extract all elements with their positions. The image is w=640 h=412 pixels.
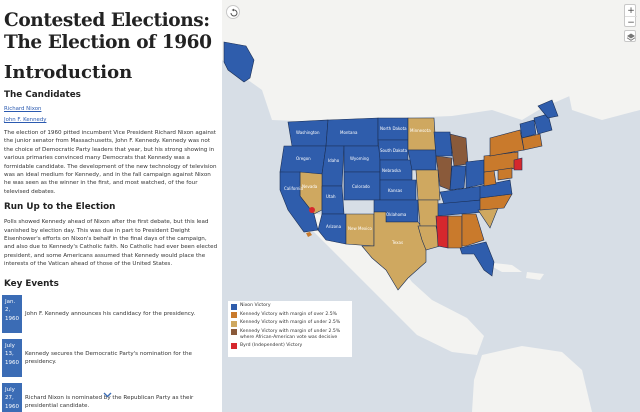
candidates-paragraph: The election of 1960 pitted incumbent Vi…: [4, 130, 217, 195]
event-text: Kennedy secures the Democratic Party's n…: [25, 350, 192, 365]
nixon-link[interactable]: Richard Nixon: [4, 106, 42, 112]
svg-text:Colorado: Colorado: [352, 184, 370, 189]
svg-text:Kansas: Kansas: [388, 188, 402, 193]
svg-text:North Dakota: North Dakota: [380, 126, 407, 131]
svg-text:Minnesota: Minnesota: [410, 128, 431, 133]
list-item[interactable]: July 13, 1960 Kennedy secures the Democr…: [2, 338, 222, 377]
svg-text:Arizona: Arizona: [326, 224, 342, 229]
runup-paragraph: Polls showed Kennedy ahead of Nixon afte…: [4, 219, 218, 268]
legend-swatch: [231, 343, 237, 349]
legend-item: Nixon Victory: [231, 303, 349, 310]
zoom-controls: + −: [624, 4, 637, 28]
reset-view-button[interactable]: [226, 5, 240, 19]
list-item[interactable]: July 27, 1960 Richard Nixon is nominated…: [2, 382, 222, 412]
sidebar: Contested Elections: The Election of 196…: [0, 0, 222, 412]
event-text: John F. Kennedy announces his candidacy …: [25, 310, 196, 317]
svg-text:Montana: Montana: [340, 130, 358, 135]
event-date: July 27, 1960: [2, 382, 22, 412]
svg-text:Texas: Texas: [391, 240, 403, 245]
key-events-list: Jan. 2, 1960 John F. Kennedy announces h…: [2, 294, 222, 412]
state-labels: Washington Montana North Dakota Minnesot…: [284, 126, 431, 245]
legend-swatch: [231, 329, 237, 335]
refresh-icon: [230, 8, 237, 16]
event-date: Jan. 2, 1960: [2, 294, 22, 333]
page-title: Contested Elections: The Election of 196…: [4, 10, 212, 53]
key-events-heading: Key Events: [4, 278, 59, 289]
svg-text:New Mexico: New Mexico: [348, 226, 373, 231]
layers-button[interactable]: [624, 30, 636, 42]
map-canvas: Washington Montana North Dakota Minnesot…: [222, 0, 640, 412]
svg-text:South Dakota: South Dakota: [380, 148, 408, 153]
legend-swatch: [231, 312, 237, 318]
legend-swatch: [231, 320, 237, 327]
event-date: July 13, 1960: [2, 338, 22, 377]
candidates-heading: The Candidates: [4, 90, 81, 100]
svg-text:Oregon: Oregon: [296, 156, 311, 161]
zoom-out-button[interactable]: −: [625, 16, 637, 28]
map-view[interactable]: Washington Montana North Dakota Minnesot…: [222, 0, 640, 412]
list-item[interactable]: Jan. 2, 1960 John F. Kennedy announces h…: [2, 294, 222, 333]
intro-heading: Introduction: [4, 62, 133, 83]
legend-item: Kennedy Victory with margin of under 2.5…: [231, 320, 349, 327]
svg-text:Wyoming: Wyoming: [350, 156, 369, 161]
legend-item: Kennedy Victory with margin of over 2.5%: [231, 312, 349, 318]
svg-text:Idaho: Idaho: [328, 158, 340, 163]
chevron-down-icon[interactable]: [103, 392, 112, 398]
svg-text:Utah: Utah: [326, 194, 336, 199]
zoom-in-button[interactable]: +: [627, 5, 635, 16]
event-text: Richard Nixon is nominated by the Republ…: [25, 394, 194, 409]
svg-text:Nebraska: Nebraska: [382, 168, 401, 173]
layers-icon: [626, 33, 635, 41]
map-legend: Nixon Victory Kennedy Victory with margi…: [228, 301, 352, 357]
legend-swatch: [231, 303, 237, 310]
svg-text:Nevada: Nevada: [302, 184, 318, 189]
legend-item: Byrd (Independent) Victory: [231, 343, 349, 349]
kennedy-link[interactable]: John F. Kennedy: [4, 117, 47, 123]
svg-text:Washington: Washington: [296, 130, 320, 135]
runup-heading: Run Up to the Election: [4, 202, 116, 213]
svg-text:California: California: [284, 186, 304, 191]
svg-text:Oklahoma: Oklahoma: [386, 212, 407, 217]
legend-item: Kennedy Victory with margin of under 2.5…: [231, 329, 349, 341]
